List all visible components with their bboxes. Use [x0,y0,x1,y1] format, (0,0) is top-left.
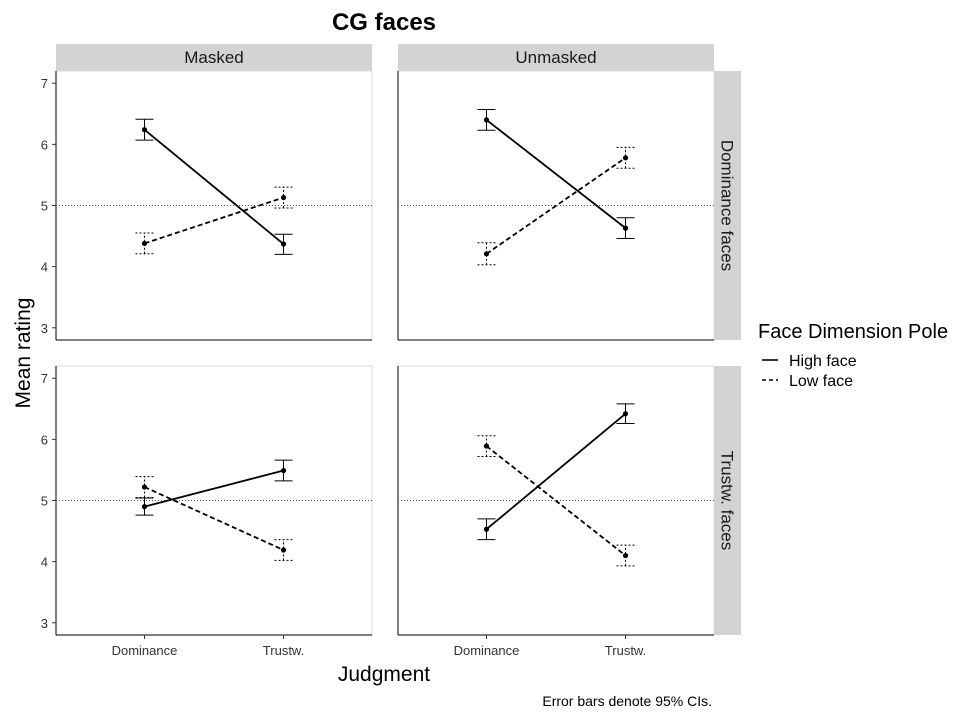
panel-masked-dominance-faces: 3 4 5 6 7 [41,70,373,341]
legend-label-low-face: Low face [789,373,853,390]
legend: Face Dimension Pole High face Low face [758,321,948,390]
legend-label-high-face: High face [789,353,857,370]
panel-masked-trustw-faces: 3 4 5 6 7 Dominance Trustw. [41,365,373,658]
y-tick-label: 6 [41,432,48,447]
series-line [485,119,627,229]
data-point [483,526,490,532]
x-tick-label-trustw: Trustw. [605,643,646,658]
series-high-face [135,118,293,255]
chart-title: CG faces [332,9,436,36]
data-point [280,194,287,201]
caption: Error bars denote 95% CIs. [542,693,712,709]
panel-unmasked-trustw-faces: Dominance Trustw. [397,365,715,658]
strip-label-unmasked: Unmasked [515,48,596,67]
series-line [485,445,627,557]
series-high-face [477,403,635,541]
series-high-face [477,109,635,240]
data-point [141,127,148,133]
data-point [622,411,629,417]
x-axis-label: Judgment [338,663,430,686]
strip-label-masked: Masked [184,48,244,67]
panel-background [55,70,373,341]
strip-masked [56,44,372,71]
series-low-face [135,186,293,255]
strip-label-dominance-faces: Dominance faces [718,140,737,271]
series-low-face [477,435,635,567]
y-tick-label: 4 [41,260,48,275]
y-tick-label: 5 [41,494,48,509]
series-high-face [135,459,293,516]
data-point [141,504,148,510]
y-tick-label: 4 [41,555,48,570]
y-tick-label: 7 [41,371,48,386]
strip-trustw-faces [714,366,741,635]
data-point [141,484,148,490]
strip-label-trustw-faces: Trustw. faces [718,451,737,551]
series-line [144,469,284,508]
data-point [622,552,629,559]
panel-unmasked-dominance-faces [397,70,715,341]
data-point [280,467,287,474]
panel-background [55,365,373,636]
data-point [622,155,629,161]
y-tick-label: 3 [41,321,48,336]
y-axis-label: Mean rating [12,298,35,409]
data-point [483,443,490,449]
series-low-face [477,146,635,266]
y-tick-label: 6 [41,137,48,152]
data-point [280,547,287,553]
data-point [141,240,148,247]
y-tick-label: 7 [41,76,48,91]
panel-grid: Masked Unmasked Dominance faces Trustw. fac… [41,44,741,658]
legend-title: Face Dimension Pole [758,321,948,343]
strip-dominance-faces [714,71,741,340]
series-line [144,196,284,245]
data-point [483,117,490,123]
data-point [622,225,629,231]
x-tick-label-dominance: Dominance [454,643,520,658]
data-point [280,241,287,247]
series-low-face [135,476,293,561]
x-tick-label-trustw: Trustw. [263,643,304,658]
data-point [483,251,490,257]
y-tick-label: 5 [41,199,48,214]
strip-unmasked [398,44,714,71]
series-line [144,486,284,551]
series-line [485,157,627,255]
y-tick-label: 3 [41,616,48,631]
series-line [143,128,285,245]
x-tick-label-dominance: Dominance [112,643,178,658]
series-line [485,412,627,530]
